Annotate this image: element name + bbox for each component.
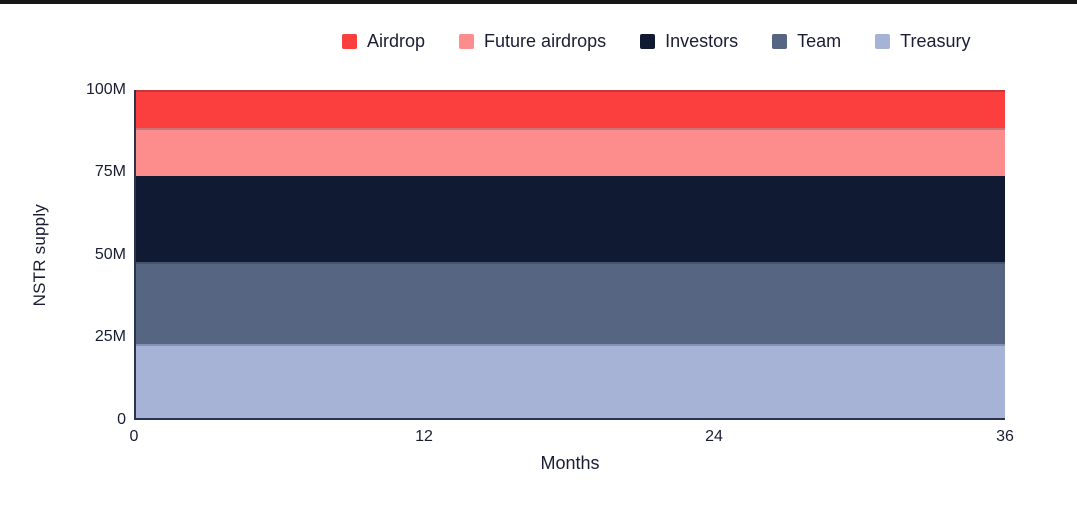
area-band-treasury — [136, 343, 1005, 418]
legend-swatch-investors — [640, 33, 656, 49]
area-band-investors — [136, 175, 1005, 262]
plot-area — [134, 90, 1005, 420]
y-axis-title: NSTR supply — [30, 203, 49, 307]
x-tick-12: 12 — [415, 428, 433, 445]
legend-item-team: Team — [772, 30, 841, 52]
legend-label: Future airdrops — [484, 31, 607, 51]
x-tick-24: 24 — [705, 428, 723, 445]
legend-label: Airdrop — [367, 31, 426, 51]
y-tick-50m: 50M — [94, 246, 126, 263]
legend-swatch-treasury — [875, 33, 891, 49]
area-band-future-airdrops — [136, 128, 1005, 176]
area-band-airdrop — [136, 90, 1005, 129]
legend-swatch-team — [772, 33, 788, 49]
legend-item-treasury: Treasury — [875, 30, 971, 52]
top-border-bar — [0, 0, 1077, 4]
area-band-team — [136, 261, 1005, 344]
x-tick-36: 36 — [996, 428, 1014, 445]
legend-swatch-airdrop — [342, 33, 357, 49]
legend-label: Team — [797, 31, 842, 51]
y-tick-100m: 100M — [85, 81, 126, 98]
legend-item-future-airdrops: Future airdrops — [459, 30, 606, 52]
y-tick-75m: 75M — [94, 163, 126, 180]
legend-label: Investors — [665, 31, 739, 51]
x-tick-0: 0 — [129, 428, 139, 445]
chart-legend: Airdrop Future airdrops Investors Team T… — [342, 30, 971, 52]
y-tick-25m: 25M — [94, 328, 126, 345]
x-axis-title: Months — [540, 453, 600, 473]
legend-item-airdrop: Airdrop — [342, 30, 425, 52]
y-tick-0: 0 — [117, 411, 126, 428]
legend-item-investors: Investors — [640, 30, 738, 52]
legend-label: Treasury — [900, 31, 971, 51]
legend-swatch-future-airdrops — [459, 33, 475, 49]
